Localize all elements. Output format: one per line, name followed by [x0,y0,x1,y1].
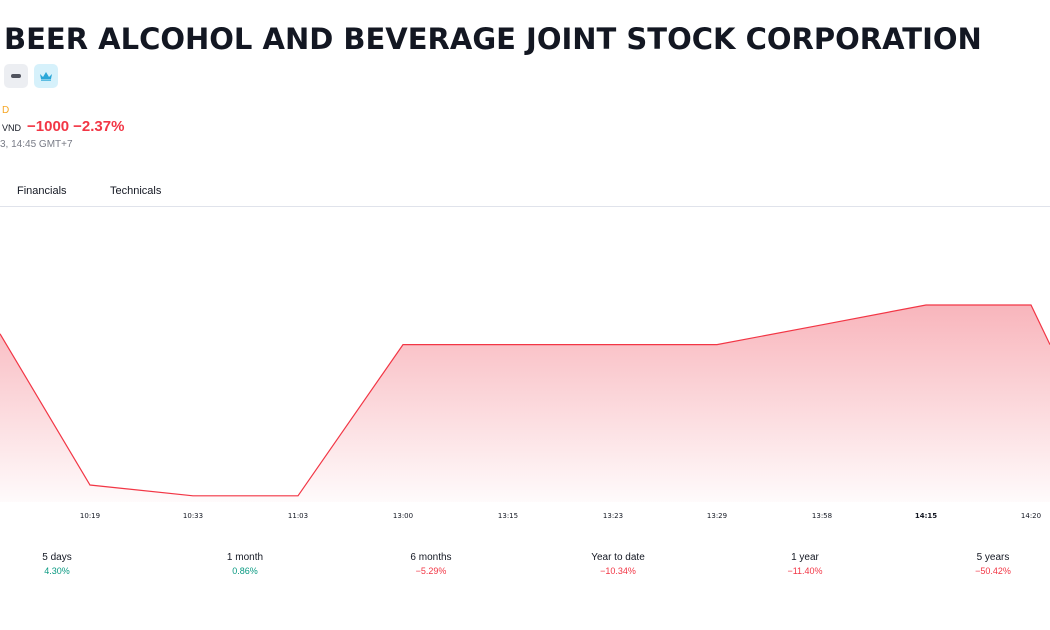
perf-label: 6 months [410,552,452,563]
perf-6-months[interactable]: 6 months −5.29% [371,552,491,576]
minus-icon [11,74,21,78]
x-tick-label: 13:23 [603,512,623,520]
perf-value: 0.86% [232,566,258,576]
perf-value: −10.34% [600,566,636,576]
perf-label: 1 month [226,552,264,563]
price-row: VND −1000 −2.37% [2,118,124,136]
tab-technicals[interactable]: Technicals [110,185,162,197]
symbol-badges [4,64,58,88]
chart-price-line [0,304,1050,497]
perf-value: 4.30% [44,566,70,576]
price-change: −1000 [27,118,70,135]
x-tick-label: 13:15 [498,512,518,520]
tab-financials[interactable]: Financials [17,185,67,197]
x-tick-label: 11:03 [288,512,308,520]
x-tick-label: 10:19 [80,512,100,520]
page-title: BEER ALCOHOL AND BEVERAGE JOINT STOCK CO… [4,22,982,56]
perf-value: −5.29% [415,566,447,576]
x-axis-ticks: 10:19 10:33 11:03 13:00 13:15 13:23 13:29 13:58… [80,512,1041,520]
perf-5-days[interactable]: 5 days 4.30% [0,552,117,576]
tab-bar: Financials Technicals [0,185,1050,207]
crown-icon [40,72,52,81]
chart-area-fill [0,305,1050,502]
minus-badge[interactable] [4,64,28,88]
price-chart[interactable]: 10:19 10:33 11:03 13:00 13:15 13:23 13:29 13:58… [0,207,1050,525]
exchange-label[interactable]: D [2,105,10,116]
perf-1-month[interactable]: 1 month 0.86% [185,552,305,576]
currency-label: VND [2,123,22,133]
perf-value: −50.42% [975,566,1011,576]
x-tick-label: 14:20 [1021,512,1041,520]
crown-badge[interactable] [34,64,58,88]
price-change-percent: −2.37% [73,118,125,135]
market-timestamp: 3, 14:45 GMT+7 [0,139,73,150]
x-tick-label: 13:29 [707,512,727,520]
perf-year-to-date[interactable]: Year to date −10.34% [558,552,678,576]
perf-label: 5 years [976,552,1010,563]
x-tick-label: 13:00 [393,512,413,520]
x-tick-label: 13:58 [812,512,832,520]
x-tick-label: 10:33 [183,512,203,520]
perf-label: Year to date [591,552,645,563]
perf-5-years[interactable]: 5 years −50.42% [933,552,1050,576]
perf-value: −11.40% [787,566,823,576]
x-tick-label: 14:15 [915,512,937,520]
perf-label: 1 year [791,552,819,563]
perf-1-year[interactable]: 1 year −11.40% [745,552,865,576]
perf-label: 5 days [42,552,72,563]
